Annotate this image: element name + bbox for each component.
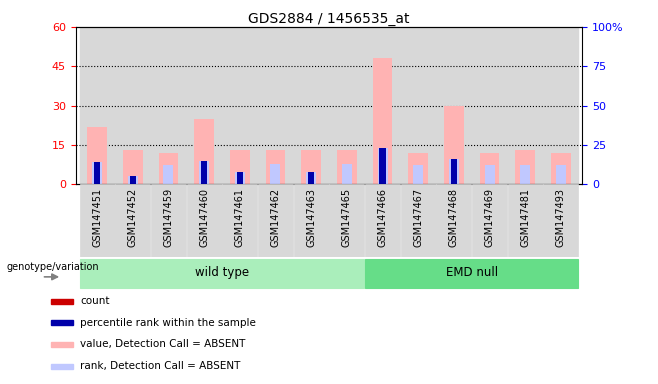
- Bar: [80, 259, 365, 288]
- Bar: [115, 184, 150, 257]
- Text: GSM147465: GSM147465: [342, 188, 352, 247]
- Bar: [472, 27, 507, 184]
- Bar: [80, 184, 114, 257]
- Bar: [159, 153, 178, 184]
- Bar: [401, 184, 436, 257]
- Bar: [436, 184, 471, 257]
- Text: GSM147460: GSM147460: [199, 188, 209, 247]
- Text: GSM147481: GSM147481: [520, 188, 530, 247]
- Bar: [235, 172, 245, 184]
- Bar: [187, 184, 222, 257]
- Bar: [365, 259, 578, 288]
- Bar: [330, 27, 365, 184]
- Bar: [51, 299, 74, 304]
- Bar: [413, 166, 423, 184]
- Text: percentile rank within the sample: percentile rank within the sample: [80, 318, 256, 328]
- Text: rank, Detection Call = ABSENT: rank, Detection Call = ABSENT: [80, 361, 240, 371]
- Bar: [237, 172, 243, 184]
- Bar: [508, 184, 543, 257]
- Bar: [472, 184, 507, 257]
- Bar: [199, 161, 209, 184]
- Text: GSM147459: GSM147459: [163, 188, 174, 247]
- Bar: [51, 364, 74, 369]
- Bar: [379, 148, 386, 184]
- Text: GSM147463: GSM147463: [306, 188, 316, 247]
- Bar: [365, 27, 400, 184]
- Bar: [258, 27, 293, 184]
- Bar: [449, 159, 459, 184]
- Bar: [301, 150, 321, 184]
- Bar: [230, 150, 249, 184]
- Bar: [293, 27, 328, 184]
- Bar: [520, 166, 530, 184]
- Text: GSM147466: GSM147466: [378, 188, 388, 247]
- Bar: [480, 153, 499, 184]
- Bar: [293, 184, 328, 257]
- Bar: [123, 150, 143, 184]
- Bar: [94, 162, 100, 184]
- Bar: [194, 119, 214, 184]
- Bar: [51, 342, 74, 347]
- Bar: [330, 184, 365, 257]
- Bar: [266, 150, 286, 184]
- Bar: [342, 164, 352, 184]
- Text: GSM147469: GSM147469: [484, 188, 495, 247]
- Bar: [222, 184, 257, 257]
- Bar: [372, 58, 392, 184]
- Bar: [128, 177, 138, 184]
- Bar: [201, 161, 207, 184]
- Text: GSM147461: GSM147461: [235, 188, 245, 247]
- Bar: [306, 172, 316, 184]
- Bar: [401, 27, 436, 184]
- Bar: [80, 27, 114, 184]
- Bar: [163, 166, 174, 184]
- Bar: [544, 184, 578, 257]
- Bar: [436, 27, 471, 184]
- Text: GSM147451: GSM147451: [92, 188, 102, 247]
- Text: GSM147462: GSM147462: [270, 188, 280, 247]
- Bar: [151, 27, 186, 184]
- Text: GSM147452: GSM147452: [128, 188, 138, 247]
- Text: value, Detection Call = ABSENT: value, Detection Call = ABSENT: [80, 339, 245, 349]
- Bar: [151, 184, 186, 257]
- Bar: [337, 150, 357, 184]
- Text: GSM147493: GSM147493: [556, 188, 566, 247]
- Bar: [409, 153, 428, 184]
- Bar: [508, 27, 543, 184]
- Bar: [365, 184, 400, 257]
- Text: EMD null: EMD null: [445, 266, 498, 280]
- Bar: [270, 164, 280, 184]
- Bar: [484, 166, 495, 184]
- Bar: [544, 27, 578, 184]
- Bar: [444, 106, 464, 184]
- Bar: [258, 184, 293, 257]
- Bar: [187, 27, 222, 184]
- Text: GSM147468: GSM147468: [449, 188, 459, 247]
- Bar: [551, 153, 570, 184]
- Bar: [115, 27, 150, 184]
- Bar: [308, 172, 315, 184]
- Bar: [556, 166, 566, 184]
- Bar: [92, 162, 102, 184]
- Title: GDS2884 / 1456535_at: GDS2884 / 1456535_at: [248, 12, 410, 26]
- Bar: [88, 127, 107, 184]
- Bar: [222, 27, 257, 184]
- Text: count: count: [80, 296, 109, 306]
- Bar: [515, 150, 535, 184]
- Bar: [378, 148, 388, 184]
- Text: GSM147467: GSM147467: [413, 188, 423, 247]
- Bar: [51, 320, 74, 325]
- Bar: [130, 177, 136, 184]
- Text: wild type: wild type: [195, 266, 249, 280]
- Bar: [451, 159, 457, 184]
- Text: genotype/variation: genotype/variation: [6, 262, 99, 272]
